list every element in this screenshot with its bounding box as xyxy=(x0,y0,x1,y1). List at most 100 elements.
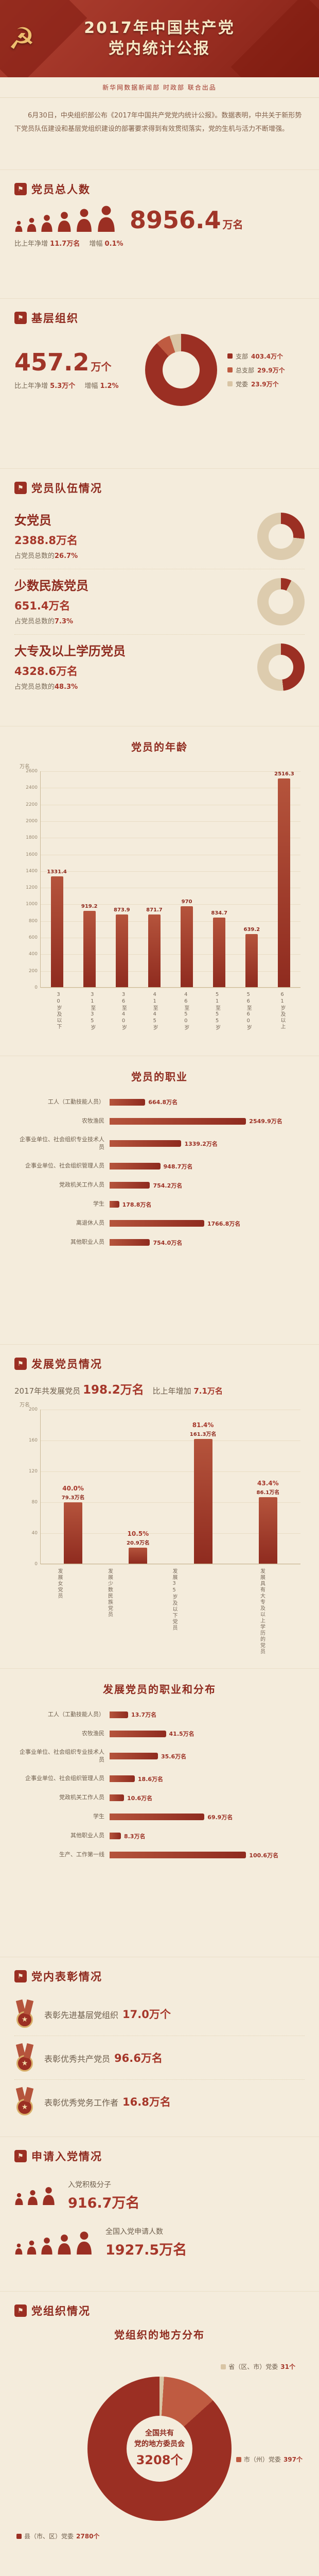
bar xyxy=(258,1497,277,1564)
development-headline: 2017年共发展党员 198.2万名 比上年增加 7.1万名 xyxy=(14,1380,305,1397)
y-axis-tick: 1200 xyxy=(26,885,38,891)
note-text: 增幅 xyxy=(89,240,103,248)
bar-column: 834.7 xyxy=(203,771,236,987)
y-axis-tick: 400 xyxy=(28,952,38,957)
gridline xyxy=(41,1533,300,1534)
intro-paragraph: 6月30日，中央组织部公布《2017年中国共产党党内统计公报》。数据表明，中共关… xyxy=(14,112,302,133)
commendation-text: 表彰优秀党务工作者 16.8万名 xyxy=(44,2096,171,2108)
section-title: 党内表彰情况 xyxy=(31,1971,102,1983)
hbar-row: 农牧渔民 41.5万名 xyxy=(14,1730,305,1738)
bar-column: 10.5% 20.9万名 xyxy=(105,1410,170,1564)
hbar-row: 工人（工勤技能人员） 664.8万名 xyxy=(14,1098,305,1106)
bar-column: 873.9 xyxy=(105,771,138,987)
commendation-value: 16.8万名 xyxy=(122,2096,171,2108)
hbar-value: 1766.8万名 xyxy=(207,1220,241,1227)
bar-percent-label: 10.5% xyxy=(127,1530,149,1537)
gridline xyxy=(41,921,300,922)
hbar xyxy=(110,1117,246,1125)
y-axis-unit: 万名 xyxy=(20,1402,30,1408)
bar-value-label: 639.2 xyxy=(243,926,260,933)
hbar-value: 178.8万名 xyxy=(122,1201,152,1208)
section-development: ⚑ 发展党员情况 2017年共发展党员 198.2万名 比上年增加 7.1万名 … xyxy=(0,1345,319,1669)
committee-donut-center: 全国共有 党的地方委员会 3208个 xyxy=(121,2428,198,2469)
hbar-row: 生产、工作第一线 100.6万名 xyxy=(14,1851,305,1859)
y-axis-tick: 1000 xyxy=(26,902,38,907)
section-header-development: ⚑ 发展党员情况 xyxy=(14,1356,305,1371)
gridline xyxy=(41,1564,300,1565)
bar xyxy=(83,910,96,987)
stat-label: 入党积极分子 xyxy=(68,2181,111,2189)
applicants-icon xyxy=(14,2231,93,2255)
value-text: 8956.4 xyxy=(130,206,221,234)
hbar xyxy=(110,1730,166,1737)
hbar-row: 企事业单位、社会组织专业技术人员 1339.2万名 xyxy=(14,1136,305,1151)
bar-value-label: 20.9万名 xyxy=(127,1540,150,1546)
x-axis-label: 56至60岁 xyxy=(245,992,252,1031)
bar-column: 639.2 xyxy=(236,771,268,987)
bar-percent-label: 81.4% xyxy=(192,1421,214,1429)
commendation-text: 表彰先进基层党组织 17.0万个 xyxy=(44,2008,171,2021)
hbar-track: 18.6万名 xyxy=(110,1775,305,1783)
composition-share: 占党员总数的26.7% xyxy=(14,552,78,560)
composition-info: 女党员 2388.8万名 占党员总数的26.7% xyxy=(14,513,248,560)
hbar-track: 35.6万名 xyxy=(110,1752,305,1760)
applicants-row: 入党积极分子 916.7万名 xyxy=(14,2172,305,2219)
hbar-category: 企事业单位、社会组织专业技术人员 xyxy=(20,1136,104,1150)
headline-text: 2017年共发展党员 xyxy=(14,1386,81,1396)
section-title: 申请入党情况 xyxy=(31,2150,102,2163)
hbar-track: 664.8万名 xyxy=(110,1098,305,1106)
hbar xyxy=(110,1753,158,1760)
bars: 40.0% 79.3万名 10.5% 20.9万名 81.4% 161.3万名 43.4% 8… xyxy=(41,1410,300,1564)
hbar-value: 2549.9万名 xyxy=(249,1118,282,1125)
hbar-row: 企事业单位、社会组织管理人员 18.6万名 xyxy=(14,1775,305,1783)
hbar-category: 企事业单位、社会组织专业技术人员 xyxy=(20,1749,104,1763)
hbar-category: 党政机关工作人员 xyxy=(59,1181,104,1189)
x-axis-label: 发展具有大专及以上学历的党员 xyxy=(259,1568,265,1655)
person-icon xyxy=(27,217,37,232)
x-axis-label: 41至45岁 xyxy=(152,992,158,1031)
flag-icon: ⚑ xyxy=(14,482,27,494)
x-axis-label: 发展少数民族党员 xyxy=(107,1568,113,1618)
person-icon xyxy=(27,2240,37,2255)
value-unit: 万名 xyxy=(222,218,243,231)
person-icon xyxy=(77,209,92,232)
note-value: 11.7万名 xyxy=(50,240,80,248)
grassroots-donut xyxy=(145,334,217,406)
header-banner: ☭ 2017年中国共产党 党内统计公报 xyxy=(0,0,319,77)
bar xyxy=(181,906,193,987)
gridline xyxy=(41,871,300,872)
hbar-category: 其他职业人员 xyxy=(70,1239,104,1246)
stat-label: 全国入党申请人数 xyxy=(105,2228,163,2236)
bar xyxy=(50,876,63,987)
y-axis-tick: 40 xyxy=(31,1531,38,1536)
flag-icon: ⚑ xyxy=(14,1358,27,1370)
y-axis-tick: 120 xyxy=(28,1469,38,1474)
legend-label: 总支部 xyxy=(236,366,255,374)
bars: 1331.4 919.2 873.9 871.7 970 834.7 639.2 2516.3 xyxy=(41,771,300,987)
commendation-rows: ★ 表彰先进基层党组织 17.0万个 ★ 表彰优秀共产党员 96.6万名 ★ 表彰优秀党务工作… xyxy=(14,1992,305,2123)
stat-value: 1927.5万名 xyxy=(105,2242,187,2258)
hbar-row: 党政机关工作人员 10.6万名 xyxy=(14,1794,305,1802)
hbar-category: 农牧渔民 xyxy=(82,1730,104,1737)
hbar-row: 其他职业人员 8.3万名 xyxy=(14,1832,305,1840)
value-text: 457.2 xyxy=(14,348,90,376)
bar-column: 1331.4 xyxy=(41,771,73,987)
bar xyxy=(129,1547,148,1564)
hbar-track: 8.3万名 xyxy=(110,1832,305,1840)
hbar-value: 754.2万名 xyxy=(153,1182,183,1189)
legend-swatch xyxy=(236,2456,241,2462)
development-bar-chart: 万名 0 40 80 120 160 200 40.0% 79.3万名 10.5% 20.9万名 81… xyxy=(14,1402,305,1655)
section-header-organizations: ⚑ 党组织情况 xyxy=(14,2303,305,2318)
bar-value-label: 970 xyxy=(181,899,192,905)
flag-icon: ⚑ xyxy=(14,2150,27,2162)
x-axis-labels: 发展女党员 发展少数民族党员 发展35岁及以下党员 发展具有大专及以上学历的党员 xyxy=(40,1568,300,1655)
hbar xyxy=(110,1775,135,1783)
medal-icon: ★ xyxy=(14,2088,35,2115)
legend-label: 党委 xyxy=(236,380,249,388)
bar-percent-label: 43.4% xyxy=(257,1479,279,1487)
hbar xyxy=(110,1852,246,1859)
hbar-row: 学生 69.9万名 xyxy=(14,1813,305,1821)
hbar-row: 党政机关工作人员 754.2万名 xyxy=(14,1181,305,1190)
composition-donut xyxy=(257,643,305,691)
total-members-value: 8956.4 万名 xyxy=(130,208,243,232)
